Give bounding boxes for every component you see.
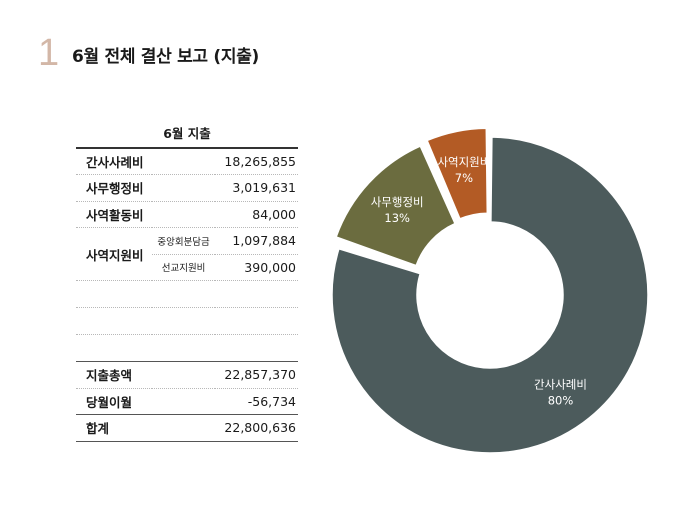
slide-number: 1 bbox=[38, 32, 60, 74]
table-row: 사역지원비 중앙회분담금 1,097,884 bbox=[76, 227, 298, 281]
row-value: 18,265,855 bbox=[215, 148, 298, 175]
table-row: 사역활동비 84,000 bbox=[76, 201, 298, 228]
row-value: 3,019,631 bbox=[215, 174, 298, 202]
slice-percent: 7% bbox=[455, 171, 473, 185]
slice-label: 간사사례비 bbox=[534, 377, 587, 391]
group-category: 사역지원비 bbox=[76, 227, 152, 281]
donut-chart: 간사사례비 80% 사무행정비 13% 사역지원비 7% bbox=[331, 127, 649, 454]
row-category: 지출총액 bbox=[76, 361, 216, 389]
slice-1 bbox=[331, 136, 649, 454]
empty-row bbox=[76, 335, 298, 362]
table-row: 지출총액 22,857,370 bbox=[76, 361, 298, 389]
table-row: 선교지원비 390,000 bbox=[76, 254, 298, 281]
slice-2 bbox=[339, 244, 422, 274]
table-header: 6월 지출 bbox=[76, 118, 298, 149]
table-row: 사무행정비 3,019,631 bbox=[76, 174, 298, 202]
slice-label: 사무행정비 bbox=[371, 195, 424, 209]
slice-3 bbox=[335, 145, 457, 267]
row-value: 1,097,884 bbox=[215, 227, 298, 255]
row-category: 사역활동비 bbox=[76, 201, 216, 228]
slice-label: 사역지원비 bbox=[437, 155, 490, 169]
empty-row bbox=[76, 307, 298, 335]
row-category: 간사사례비 bbox=[76, 148, 216, 175]
row-category: 당월이월 bbox=[76, 388, 216, 415]
table-row: 당월이월 -56,734 bbox=[76, 388, 298, 415]
slice-percent: 80% bbox=[548, 393, 574, 407]
row-value: -56,734 bbox=[215, 388, 298, 415]
row-value: 390,000 bbox=[215, 254, 298, 281]
row-value: 22,800,636 bbox=[215, 414, 298, 442]
page-title: 6월 전체 결산 보고 (지출) bbox=[72, 47, 260, 67]
sub-category: 중앙회분담금 bbox=[151, 227, 216, 255]
slice-4 bbox=[426, 127, 489, 220]
row-category: 사무행정비 bbox=[76, 174, 216, 202]
row-value: 84,000 bbox=[215, 201, 298, 228]
row-value: 22,857,370 bbox=[215, 361, 298, 389]
row-category: 합계 bbox=[76, 414, 216, 442]
table-row: 간사사례비 18,265,855 bbox=[76, 148, 298, 175]
expense-table: 6월 지출 간사사례비 18,265,855 사무행정비 3,019,631 사… bbox=[76, 118, 298, 442]
empty-row bbox=[76, 280, 298, 308]
sub-category: 선교지원비 bbox=[151, 254, 216, 281]
slice-percent: 13% bbox=[384, 211, 410, 225]
table-row: 합계 22,800,636 bbox=[76, 414, 298, 442]
